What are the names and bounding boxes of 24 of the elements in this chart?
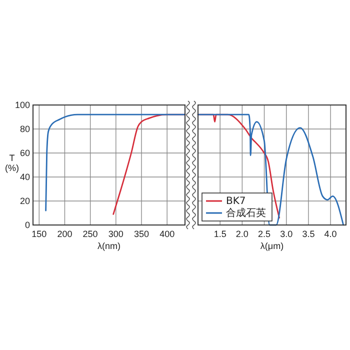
x-tick-label: 4.0 <box>324 229 337 239</box>
y-tick-label: 80 <box>20 124 30 134</box>
x-tick-label: 3.5 <box>302 229 315 239</box>
y-tick-label: 40 <box>20 172 30 182</box>
line-series <box>45 114 186 212</box>
y-tick-label: 0 <box>24 220 30 230</box>
y-tick-label: 20 <box>20 196 30 206</box>
x-tick-label: 200 <box>57 229 72 239</box>
y-tick-label: 60 <box>20 148 30 158</box>
x-tick-label: 3.0 <box>280 229 293 239</box>
x-axis-title: λ(μm) <box>260 241 284 251</box>
legend-label: BK7 <box>226 196 246 207</box>
y-axis-title: T (%) <box>5 153 19 173</box>
x-tick-label: 250 <box>82 229 98 239</box>
x-tick-label: 2.5 <box>258 229 271 239</box>
x-tick-label: 300 <box>108 229 124 239</box>
x-axis-title: λ(nm) <box>98 241 120 251</box>
x-tick-label: 400 <box>160 229 175 239</box>
x-tick-label: 2.0 <box>236 229 248 239</box>
x-tick-label: 350 <box>134 229 150 239</box>
legend-label: 合成石英 <box>226 207 266 219</box>
y-tick-label: 100 <box>14 100 30 110</box>
x-tick-label: 150 <box>32 229 47 239</box>
x-tick-label: 1.5 <box>214 229 226 239</box>
